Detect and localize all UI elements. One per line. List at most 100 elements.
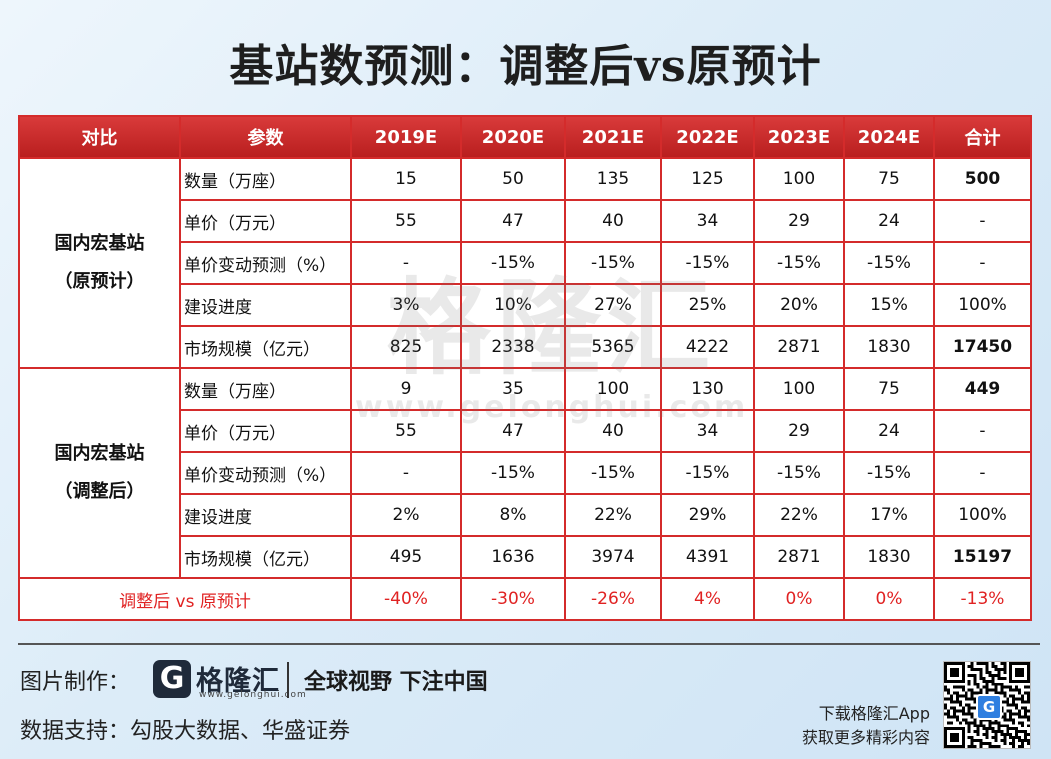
header-2020e: 2020E xyxy=(460,115,566,159)
comparison-total-cell: -13% xyxy=(933,577,1032,621)
header-2024e: 2024E xyxy=(843,115,935,159)
value-cell: -15% xyxy=(460,451,566,495)
value-cell: 29 xyxy=(753,409,845,453)
value-cell: -15% xyxy=(564,241,662,285)
total-cell: - xyxy=(933,451,1032,495)
header-total: 合计 xyxy=(933,115,1032,159)
value-cell: 17% xyxy=(843,493,935,537)
total-cell: 100% xyxy=(933,283,1032,327)
value-cell: 47 xyxy=(460,409,566,453)
value-cell: 1830 xyxy=(843,325,935,369)
value-cell: 15 xyxy=(350,157,462,201)
value-cell: 825 xyxy=(350,325,462,369)
value-cell: 29 xyxy=(753,199,845,243)
value-cell: -15% xyxy=(564,451,662,495)
value-cell: -15% xyxy=(843,451,935,495)
comparison-value-cell: -40% xyxy=(350,577,462,621)
comparison-value-cell: -30% xyxy=(460,577,566,621)
param-cell: 单价（万元） xyxy=(179,409,352,453)
value-cell: 22% xyxy=(753,493,845,537)
table-row: 单价（万元） 55 47 40 34 29 24- xyxy=(19,199,1032,243)
table-row: 市场规模（亿元） 825 2338 5365 4222 2871 1830 17450 xyxy=(19,325,1032,369)
comparison-value-cell: 0% xyxy=(843,577,935,621)
value-cell: 50 xyxy=(460,157,566,201)
value-cell: 2338 xyxy=(460,325,566,369)
comparison-value-cell: -26% xyxy=(564,577,662,621)
value-cell: -15% xyxy=(753,241,845,285)
value-cell: 10% xyxy=(460,283,566,327)
value-cell: - xyxy=(350,451,462,495)
value-cell: 1830 xyxy=(843,535,935,579)
value-cell: 495 xyxy=(350,535,462,579)
logo-text: 格隆汇 xyxy=(196,666,280,697)
value-cell: -15% xyxy=(460,241,566,285)
value-cell: 5365 xyxy=(564,325,662,369)
comparison-value-cell: 4% xyxy=(660,577,755,621)
value-cell: 2871 xyxy=(753,325,845,369)
value-cell: 34 xyxy=(660,199,755,243)
slogan: 全球视野 下注中国 xyxy=(304,670,488,695)
value-cell: 9 xyxy=(350,367,462,411)
total-cell: - xyxy=(933,241,1032,285)
value-cell: 55 xyxy=(350,199,462,243)
footer-divider xyxy=(18,643,1040,645)
param-cell: 市场规模（亿元） xyxy=(179,535,352,579)
value-cell: -15% xyxy=(843,241,935,285)
app-line1: 下载格隆汇App xyxy=(818,704,930,723)
gelonghui-logo-icon: G xyxy=(153,660,191,698)
comparison-row: 调整后 vs 原预计 -40% -30% -26% 4% 0% 0% -13% xyxy=(18,577,1032,621)
value-cell: 135 xyxy=(564,157,662,201)
value-cell: -15% xyxy=(753,451,845,495)
value-cell: 75 xyxy=(843,367,935,411)
total-cell: 15197 xyxy=(933,535,1032,579)
table-header-row: 对比 参数 2019E 2020E 2021E 2022E 2023E 2024… xyxy=(18,115,1032,159)
data-source-label: 数据支持：勾股大数据、华盛证券 xyxy=(20,713,350,745)
value-cell: 125 xyxy=(660,157,755,201)
group-label-line1: 国内宏基站 xyxy=(54,233,145,254)
qr-center-logo-icon: G xyxy=(976,694,1002,720)
logo-url: www.gelonghui.com xyxy=(199,690,307,700)
page-title: 基站数预测：调整后vs原预计 xyxy=(229,41,822,92)
value-cell: 3974 xyxy=(564,535,662,579)
table-row: 市场规模（亿元） 495 1636 3974 4391 2871 1830 15197 xyxy=(19,535,1032,579)
value-cell: 130 xyxy=(660,367,755,411)
comparison-label: 调整后 vs 原预计 xyxy=(18,577,352,621)
app-promo: 下载格隆汇App 获取更多精彩内容 xyxy=(802,702,930,750)
value-cell: 40 xyxy=(564,409,662,453)
value-cell: 40 xyxy=(564,199,662,243)
group-label-line2: （调整后） xyxy=(54,481,145,502)
group-label: 国内宏基站 （调整后） xyxy=(18,367,181,579)
total-cell: 449 xyxy=(933,367,1032,411)
param-cell: 建设进度 xyxy=(179,493,352,537)
total-cell: - xyxy=(933,409,1032,453)
value-cell: -15% xyxy=(660,241,755,285)
value-cell: 100 xyxy=(753,157,845,201)
value-cell: 55 xyxy=(350,409,462,453)
value-cell: 2871 xyxy=(753,535,845,579)
param-cell: 数量（万座） xyxy=(179,157,352,201)
group-label: 国内宏基站 （原预计） xyxy=(18,157,181,369)
total-cell: - xyxy=(933,199,1032,243)
value-cell: 24 xyxy=(843,409,935,453)
param-cell: 单价变动预测（%） xyxy=(179,451,352,495)
value-cell: 34 xyxy=(660,409,755,453)
value-cell: 25% xyxy=(660,283,755,327)
value-cell: 29% xyxy=(660,493,755,537)
value-cell: 100 xyxy=(753,367,845,411)
table-row: 国内宏基站 （调整后） 数量（万座） 9 35 100 130 100 75 449 xyxy=(18,367,1032,579)
value-cell: 4222 xyxy=(660,325,755,369)
param-cell: 单价变动预测（%） xyxy=(179,241,352,285)
total-cell: 100% xyxy=(933,493,1032,537)
value-cell: 22% xyxy=(564,493,662,537)
group-label-line2: （原预计） xyxy=(54,271,145,292)
table-row: 国内宏基站 （原预计） 数量（万座） 15 50 135 125 100 75 500 xyxy=(18,157,1032,369)
table-row: 建设进度 3% 10% 27% 25% 20% 15% 100% xyxy=(19,283,1032,327)
value-cell: 24 xyxy=(843,199,935,243)
table-row: 建设进度 2% 8% 22% 29% 22% 17% 100% xyxy=(19,493,1032,537)
param-cell: 单价（万元） xyxy=(179,199,352,243)
value-cell: 75 xyxy=(843,157,935,201)
header-2022e: 2022E xyxy=(660,115,755,159)
value-cell: 8% xyxy=(460,493,566,537)
data-label: 数据支持： xyxy=(20,719,131,744)
header-2019e: 2019E xyxy=(350,115,462,159)
